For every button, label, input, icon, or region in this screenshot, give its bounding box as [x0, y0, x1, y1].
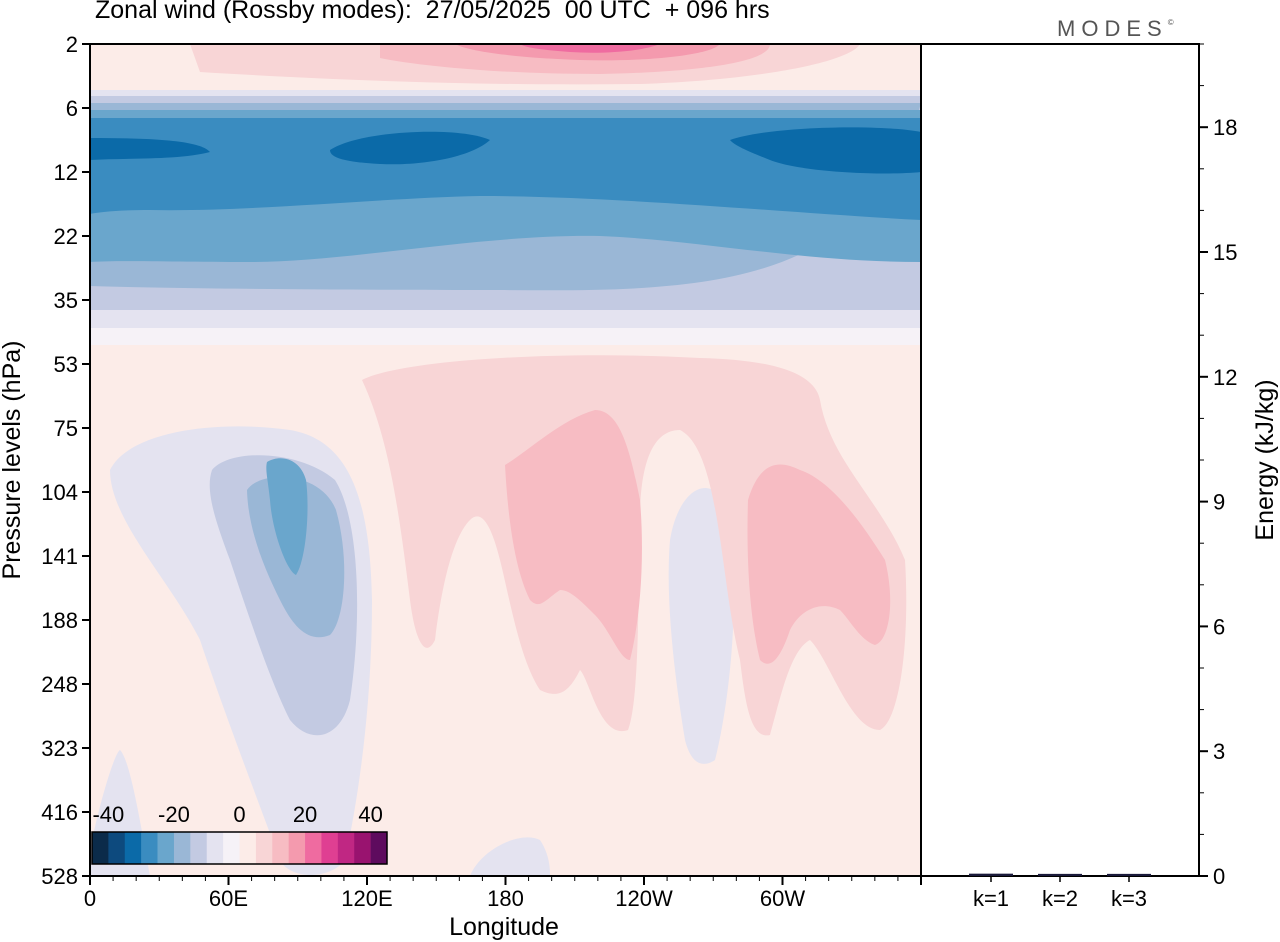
colorbar-tick-label: -40	[92, 802, 124, 827]
energy-tick-label: 3	[1213, 739, 1225, 764]
y-tick-label: 22	[54, 224, 78, 249]
energy-tick-label: 9	[1213, 490, 1225, 515]
colorbar-swatch	[190, 832, 208, 864]
x-tick-label: 0	[84, 886, 96, 911]
band-neg-5	[90, 118, 921, 220]
x-axis-label: Longitude	[449, 913, 559, 941]
x-tick-label: 180	[487, 886, 524, 911]
colorbar-tick-label: 40	[358, 802, 382, 827]
colorbar-swatch	[370, 832, 388, 864]
y-tick-label: 6	[66, 96, 78, 121]
colorbar-swatch	[321, 832, 339, 864]
logo-text: MODES	[1057, 16, 1168, 41]
colorbar-swatch	[141, 832, 158, 864]
energy-bar	[969, 873, 1013, 876]
y-tick-label: 35	[54, 288, 78, 313]
y-tick-label: 75	[54, 416, 78, 441]
colorbar-swatch	[305, 832, 322, 864]
y-tick-label: 528	[41, 864, 78, 889]
colorbar-swatch	[239, 832, 257, 864]
colorbar-swatch	[108, 832, 126, 864]
colorbar-swatch	[288, 832, 306, 864]
energy-category-label: k=1	[973, 886, 1009, 911]
energy-tick-label: 18	[1213, 115, 1237, 140]
logo-mark: ©	[1167, 18, 1174, 27]
colorbar-swatch	[255, 832, 273, 864]
tropo-pos-3	[747, 464, 891, 664]
colorbar-frame	[91, 831, 388, 865]
y-tick-label: 12	[54, 160, 78, 185]
colorbar-swatch	[124, 832, 142, 864]
energy-category-label: k=3	[1111, 886, 1147, 911]
y-tick-label: 323	[41, 736, 78, 761]
y-tick-label: 141	[41, 544, 78, 569]
modes-logo: MODES©	[1057, 16, 1174, 42]
energy-tick-label: 12	[1213, 365, 1237, 390]
contour-top-positive-5	[520, 44, 660, 53]
tropo-neg-bottom	[470, 837, 550, 876]
energy-tick-label: 6	[1213, 614, 1225, 639]
colorbar-swatch	[272, 832, 289, 864]
y-tick-label: 248	[41, 672, 78, 697]
x-tick-label: 120W	[615, 886, 673, 911]
energy-tick-label: 0	[1213, 864, 1225, 889]
y-axis-label: Pressure levels (hPa)	[0, 341, 26, 580]
heatmap-field	[90, 44, 921, 876]
band-neg-8	[730, 127, 921, 174]
energy-axis-label: Energy (kJ/kg)	[1251, 379, 1279, 540]
energy-bar	[1107, 873, 1151, 876]
colorbar-tick-label: 0	[233, 802, 245, 827]
colorbar-swatch	[337, 832, 355, 864]
y-tick-label: 2	[66, 32, 78, 57]
y-tick-label: 188	[41, 608, 78, 633]
x-tick-label: 120E	[341, 886, 392, 911]
colorbar-swatch	[223, 832, 240, 864]
band-neg-6	[90, 138, 210, 160]
energy-axes: 0 3 6 9 12 15 18 k=1 k=2 k=3	[969, 43, 1237, 911]
colorbar: -40 -20 0 20 40	[91, 802, 388, 865]
energy-frame	[920, 43, 1200, 877]
colorbar-swatch	[206, 832, 224, 864]
energy-category-label: k=2	[1042, 886, 1078, 911]
tropo-neg-mid	[668, 487, 735, 764]
colorbar-tick-label: 20	[293, 802, 317, 827]
band-neg-7	[330, 131, 490, 165]
y-tick-label: 416	[41, 800, 78, 825]
tropo-neg-4	[266, 458, 308, 575]
tropo-pos-2	[505, 410, 642, 660]
colorbar-swatch	[157, 832, 175, 864]
colorbar-swatch	[92, 832, 109, 864]
y-tick-label: 53	[54, 352, 78, 377]
x-tick-label: 60W	[760, 886, 805, 911]
energy-bar	[1038, 873, 1082, 876]
x-tick-label: 60E	[209, 886, 248, 911]
chart-title: Zonal wind (Rossby modes): 27/05/2025 00…	[95, 0, 770, 24]
colorbar-tick-label: -20	[158, 802, 190, 827]
colorbar-swatch	[173, 832, 191, 864]
y-tick-label: 104	[41, 480, 78, 505]
energy-tick-label: 15	[1213, 240, 1237, 265]
colorbar-swatch	[354, 832, 371, 864]
